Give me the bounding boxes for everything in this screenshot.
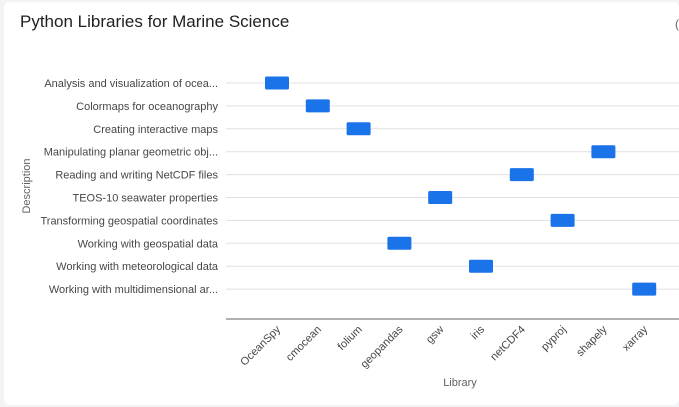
x-tick-label: netCDF4 [488, 324, 528, 364]
x-tick-label: pyproj [539, 324, 569, 354]
data-mark[interactable] [305, 99, 330, 113]
x-tick-label: xarray [620, 323, 650, 353]
axes: Library Description [21, 158, 679, 389]
y-tick-label: Working with multidimensional ar... [49, 284, 218, 296]
y-tick-label: Creating interactive maps [93, 124, 218, 136]
y-tick-labels: Analysis and visualization of ocea... Col… [40, 78, 218, 296]
data-mark[interactable] [632, 282, 657, 296]
data-mark[interactable] [265, 76, 289, 90]
data-mark[interactable] [387, 236, 412, 250]
chart-card: Python Libraries for Marine Science ( [4, 2, 679, 405]
data-mark[interactable] [509, 168, 534, 182]
y-tick-label: Manipulating planar geometric obj... [44, 147, 218, 159]
menu-edge-icon[interactable]: ( [675, 17, 679, 31]
y-tick-label: TEOS-10 seawater properties [72, 193, 218, 205]
x-tick-label: geopandas [359, 323, 406, 370]
y-tick-label: Colormaps for oceanography [76, 101, 218, 113]
chart-title: Python Libraries for Marine Science [20, 12, 290, 31]
data-mark[interactable] [591, 145, 616, 159]
y-tick-label: Reading and writing NetCDF files [55, 170, 218, 182]
data-mark[interactable] [469, 259, 493, 273]
x-tick-label: folium [335, 324, 364, 353]
data-mark[interactable] [428, 191, 453, 204]
y-tick-label: Analysis and visualization of ocea... [44, 78, 218, 90]
x-tick-label: cmocean [284, 324, 324, 364]
x-tick-label: OceanSpy [238, 323, 283, 368]
y-tick-label: Working with geospatial data [78, 238, 219, 250]
data-marks [265, 76, 657, 296]
y-tick-label: Transforming geospatial coordinates [40, 215, 218, 227]
gridlines [226, 82, 679, 290]
x-tick-label: iris [469, 323, 488, 342]
y-tick-label: Working with meteorological data [56, 261, 219, 273]
data-mark[interactable] [550, 213, 575, 227]
x-tick-label: shapely [574, 323, 610, 359]
x-axis-title: Library [443, 377, 477, 389]
y-axis-title: Description [21, 158, 33, 213]
x-tick-label: gsw [424, 324, 446, 346]
data-mark[interactable] [346, 122, 371, 136]
